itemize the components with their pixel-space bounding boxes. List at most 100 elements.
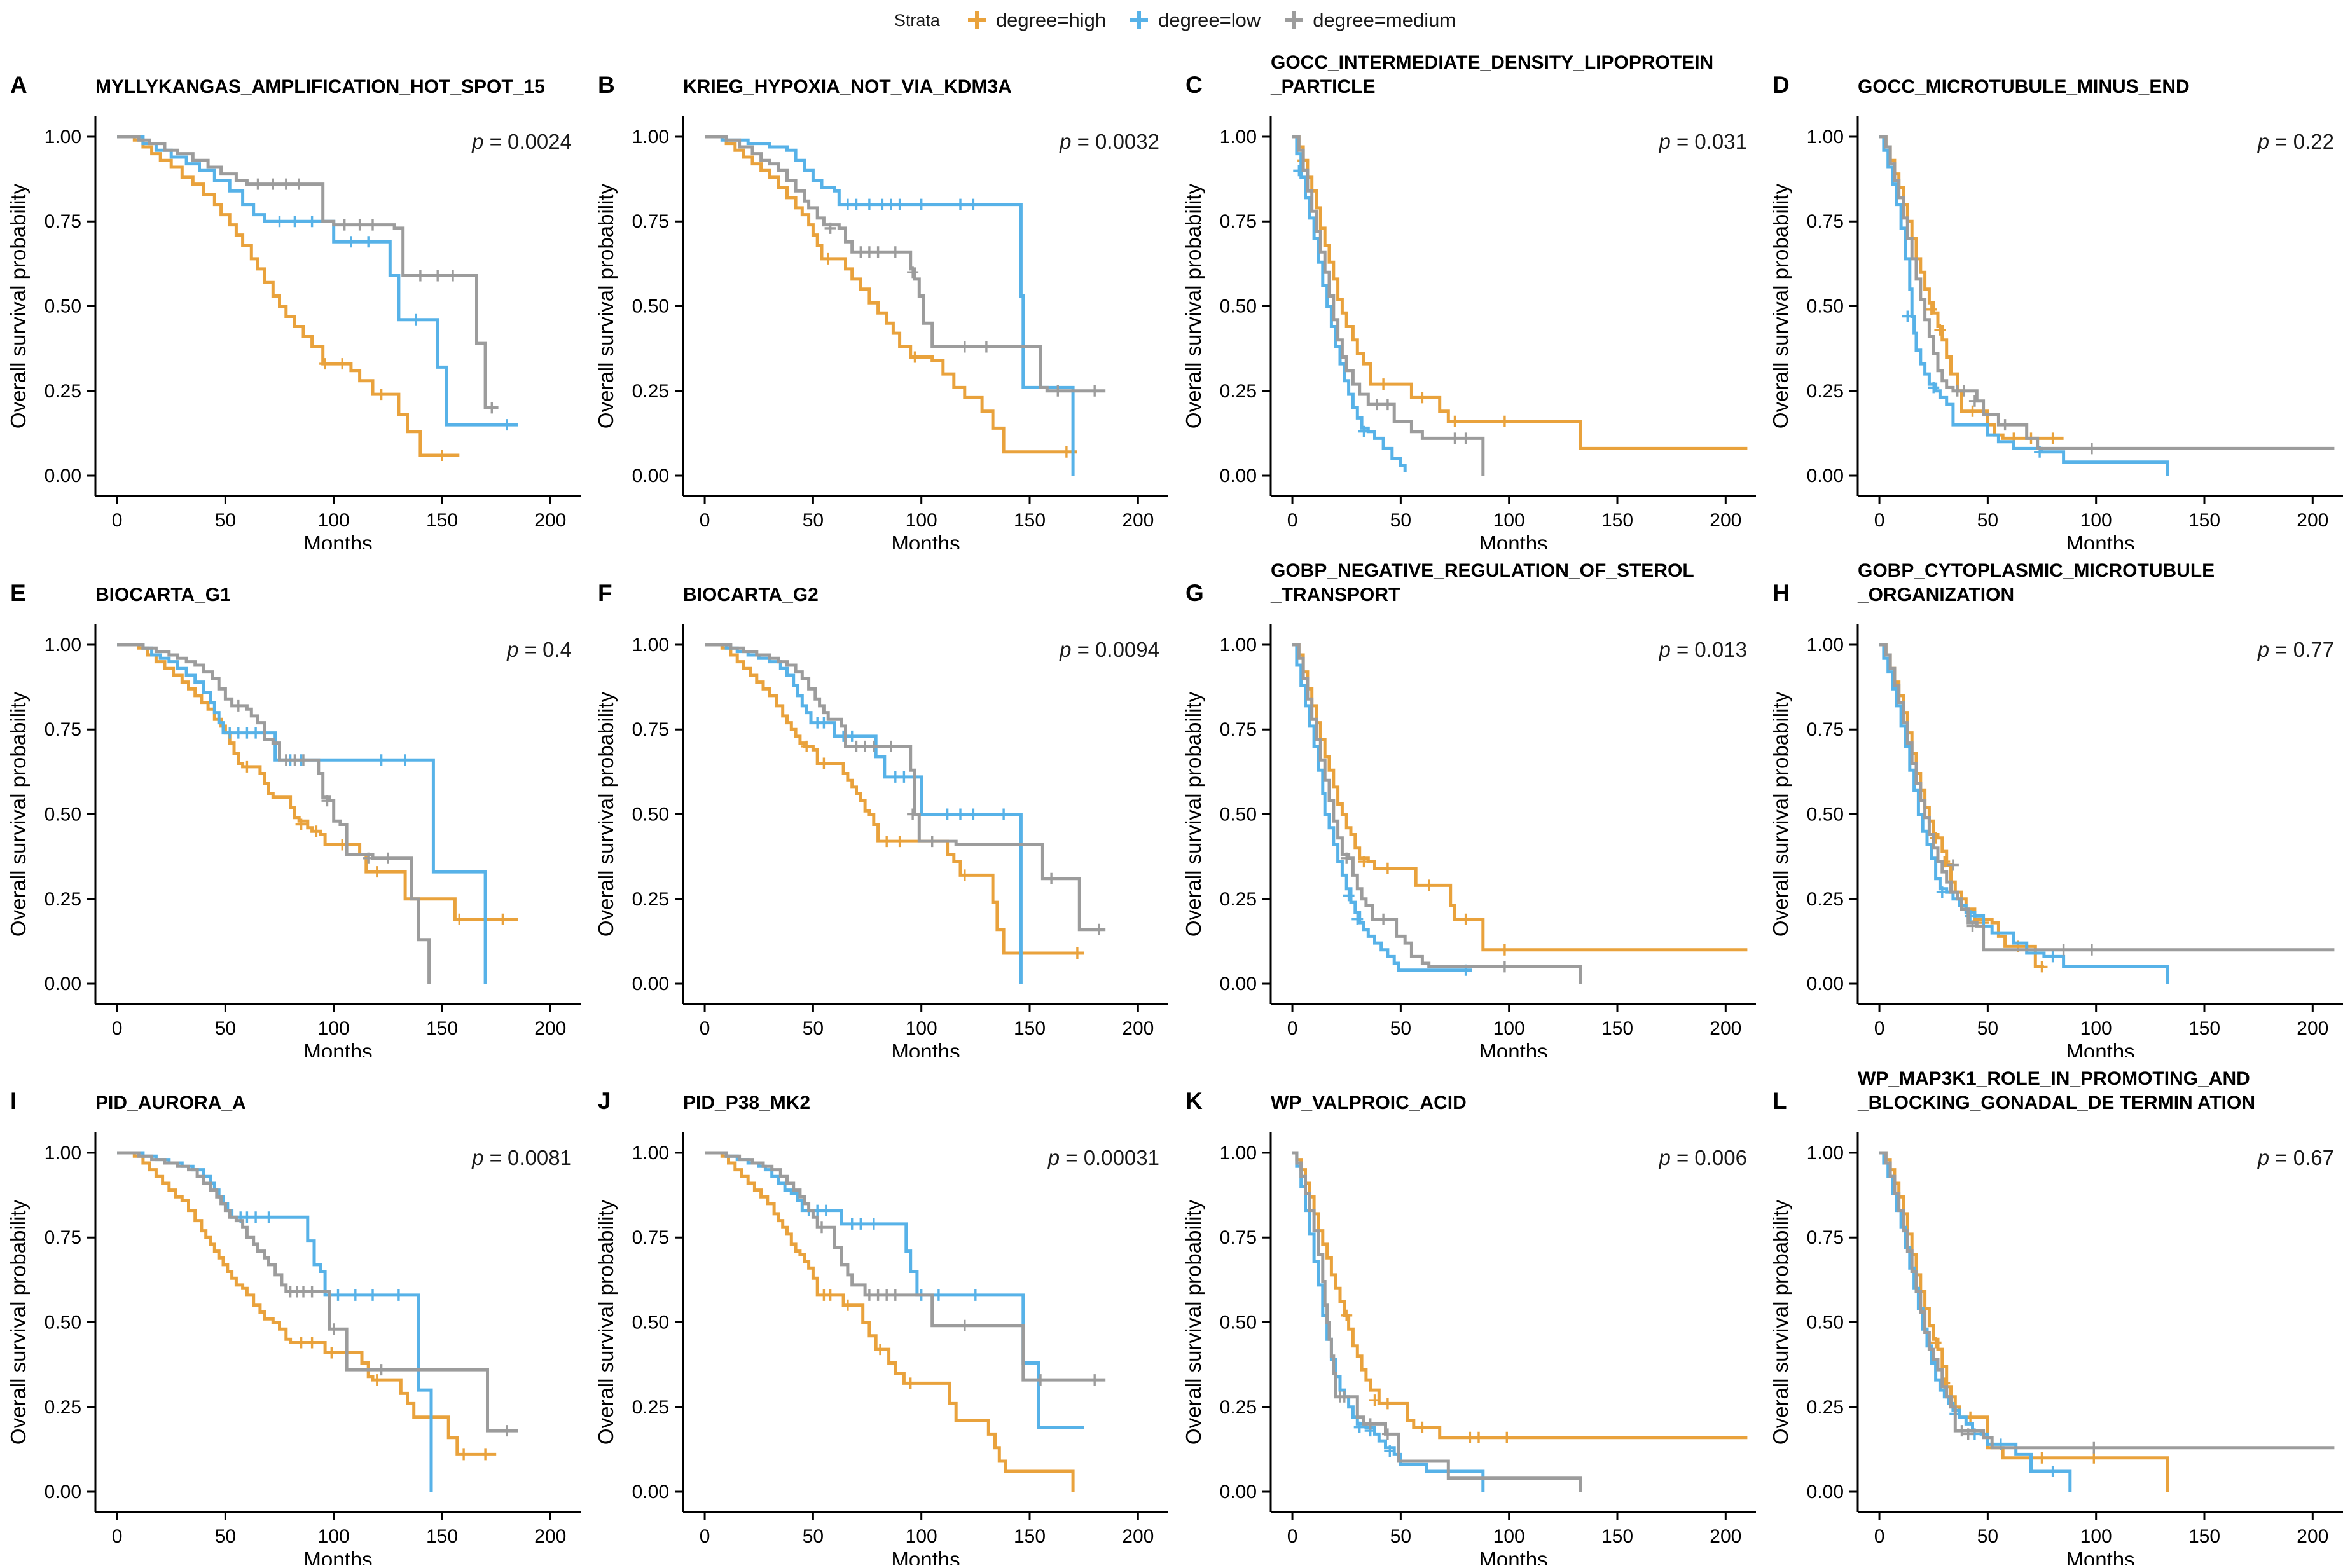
x-tick-label: 200 bbox=[1710, 510, 1741, 531]
censor-mark-high bbox=[1930, 832, 1942, 844]
y-axis-title: Overall survival probability bbox=[594, 691, 618, 937]
km-plot-L: L WP_MAP3K1_ROLE_IN_PROMOTING_AND _BLOCKIN… bbox=[1769, 1068, 2344, 1568]
censor-mark-high bbox=[371, 1374, 383, 1386]
censor-mark-high bbox=[1926, 303, 1938, 315]
censor-mark-high bbox=[2088, 1452, 2100, 1464]
km-plot-H: H GOBP_CYTOPLASMIC_MICROTUBULE _ORGANIZATI… bbox=[1769, 560, 2344, 1063]
censor-mark-medium bbox=[1381, 399, 1393, 411]
censor-mark-medium bbox=[889, 1289, 901, 1301]
survival-curve-high bbox=[117, 643, 518, 921]
panel-letter: L bbox=[1773, 1088, 1787, 1114]
censor-mark-high bbox=[453, 913, 466, 925]
y-tick-label: 0.50 bbox=[1219, 804, 1256, 825]
y-tick-label: 0.00 bbox=[45, 973, 81, 994]
x-tick-label: 50 bbox=[215, 510, 236, 531]
x-tick-label: 150 bbox=[1014, 510, 1046, 531]
x-axis-title: Months bbox=[1479, 1040, 1547, 1057]
y-tick-label: 0.75 bbox=[632, 719, 668, 740]
censor-mark-low bbox=[967, 198, 979, 210]
y-tick-label: 0.75 bbox=[632, 211, 668, 232]
x-axis-title: Months bbox=[1479, 1548, 1547, 1565]
y-tick-label: 0.75 bbox=[45, 211, 81, 232]
censor-mark-high bbox=[1340, 1309, 1352, 1321]
km-plot-J: J PID_P38_MK2 0 50 100 150 200 0.00 0.25 0.50 0.75… bbox=[594, 1088, 1168, 1568]
censor-mark-medium bbox=[1999, 419, 2011, 431]
censor-mark-medium bbox=[906, 808, 918, 820]
x-tick-label: 0 bbox=[112, 1526, 123, 1547]
censor-mark-high bbox=[306, 1337, 318, 1349]
censor-mark-high bbox=[480, 1448, 492, 1461]
censor-mark-medium bbox=[926, 836, 938, 848]
censor-mark-high bbox=[909, 351, 921, 363]
censor-mark-high bbox=[822, 252, 834, 265]
y-tick-label: 0.00 bbox=[1219, 465, 1256, 486]
x-axis-title: Months bbox=[2066, 532, 2135, 549]
y-tick-label: 0.75 bbox=[1219, 1227, 1256, 1248]
y-tick-label: 1.00 bbox=[632, 127, 668, 148]
censor-mark-medium bbox=[867, 740, 880, 752]
y-tick-label: 1.00 bbox=[1807, 127, 1844, 148]
x-tick-label: 0 bbox=[1287, 1018, 1297, 1039]
panel-title-line: PID_AURORA_A bbox=[95, 1092, 246, 1113]
p-value-label: p = 0.77 bbox=[2257, 638, 2334, 661]
x-tick-label: 100 bbox=[905, 510, 937, 531]
y-tick-label: 0.75 bbox=[45, 1227, 81, 1248]
censor-mark-medium bbox=[885, 740, 897, 752]
censor-mark-low bbox=[867, 1218, 880, 1230]
km-plot-E: E BIOCARTA_G1 0 50 100 150 200 0.00 0.25 0.50 0.75… bbox=[6, 580, 581, 1063]
censor-mark-high bbox=[371, 866, 383, 878]
x-tick-label: 50 bbox=[802, 1018, 823, 1039]
censor-mark-medium bbox=[1381, 1428, 1393, 1440]
y-tick-label: 0.75 bbox=[1807, 211, 1844, 232]
y-tick-label: 0.00 bbox=[1807, 973, 1844, 994]
censor-mark-medium bbox=[252, 178, 264, 190]
y-tick-label: 0.25 bbox=[1219, 889, 1256, 910]
censor-mark-low bbox=[1358, 425, 1369, 437]
survival-curve-medium bbox=[1879, 135, 2335, 450]
x-tick-label: 150 bbox=[1014, 1526, 1046, 1547]
y-tick-label: 0.00 bbox=[632, 973, 668, 994]
km-panel-E: E BIOCARTA_G1 0 50 100 150 200 0.00 0.25 0.50 0.75… bbox=[0, 549, 587, 1063]
panel-title-line: WP_MAP3K1_ROLE_IN_PROMOTING_AND bbox=[1858, 1068, 2250, 1089]
censor-mark-low bbox=[1902, 310, 1914, 322]
censor-mark-low bbox=[392, 1289, 404, 1301]
y-tick-label: 1.00 bbox=[1219, 1143, 1256, 1164]
km-plot-I: I PID_AURORA_A 0 50 100 150 200 0.00 0.25 0.50 0.7… bbox=[6, 1088, 581, 1568]
panel-title-line: _TRANSPORT bbox=[1270, 584, 1400, 605]
x-tick-label: 100 bbox=[2080, 1526, 2112, 1547]
censor-mark-high bbox=[1060, 446, 1072, 458]
censor-mark-medium bbox=[267, 178, 279, 190]
censor-mark-medium bbox=[1958, 385, 1970, 397]
x-tick-label: 50 bbox=[1390, 1526, 1411, 1547]
censor-mark-medium bbox=[1093, 923, 1105, 935]
legend-label-medium: degree=medium bbox=[1313, 9, 1456, 31]
censor-mark-high bbox=[375, 389, 387, 401]
y-tick-label: 0.00 bbox=[1807, 465, 1844, 486]
censor-mark-medium bbox=[958, 1319, 971, 1331]
x-tick-label: 150 bbox=[2188, 1526, 2220, 1547]
y-tick-label: 0.75 bbox=[1219, 719, 1256, 740]
x-tick-label: 150 bbox=[2188, 510, 2220, 531]
x-tick-label: 0 bbox=[1874, 1018, 1885, 1039]
censor-mark-medium bbox=[1052, 385, 1064, 397]
x-tick-label: 50 bbox=[215, 1018, 236, 1039]
survival-curve-low bbox=[1292, 1151, 1484, 1492]
censor-mark-high bbox=[1930, 1337, 1942, 1349]
y-tick-label: 0.00 bbox=[45, 465, 81, 486]
x-tick-label: 100 bbox=[318, 1018, 350, 1039]
p-value-label: p = 0.0024 bbox=[471, 130, 572, 153]
censor-mark-high bbox=[904, 1377, 916, 1389]
censor-mark-low bbox=[1965, 910, 1977, 922]
legend-item-low: degree=low bbox=[1126, 9, 1261, 32]
x-tick-label: 100 bbox=[318, 510, 350, 531]
censor-mark-medium bbox=[1449, 432, 1460, 444]
censor-mark-medium bbox=[1088, 1374, 1100, 1386]
plus-marker-low-icon bbox=[1130, 11, 1149, 29]
censor-mark-medium bbox=[1045, 872, 1057, 884]
censor-mark-medium bbox=[2086, 443, 2098, 455]
censor-mark-high bbox=[2036, 1452, 2048, 1464]
censor-mark-high bbox=[2047, 432, 2059, 444]
censor-mark-low bbox=[954, 808, 966, 820]
km-panel-C: C GOCC_INTERMEDIATE_DENSITY_LIPOPROTEIN _P… bbox=[1175, 41, 1762, 555]
km-panel-I: I PID_AURORA_A 0 50 100 150 200 0.00 0.25 0.50 0.7… bbox=[0, 1057, 587, 1568]
